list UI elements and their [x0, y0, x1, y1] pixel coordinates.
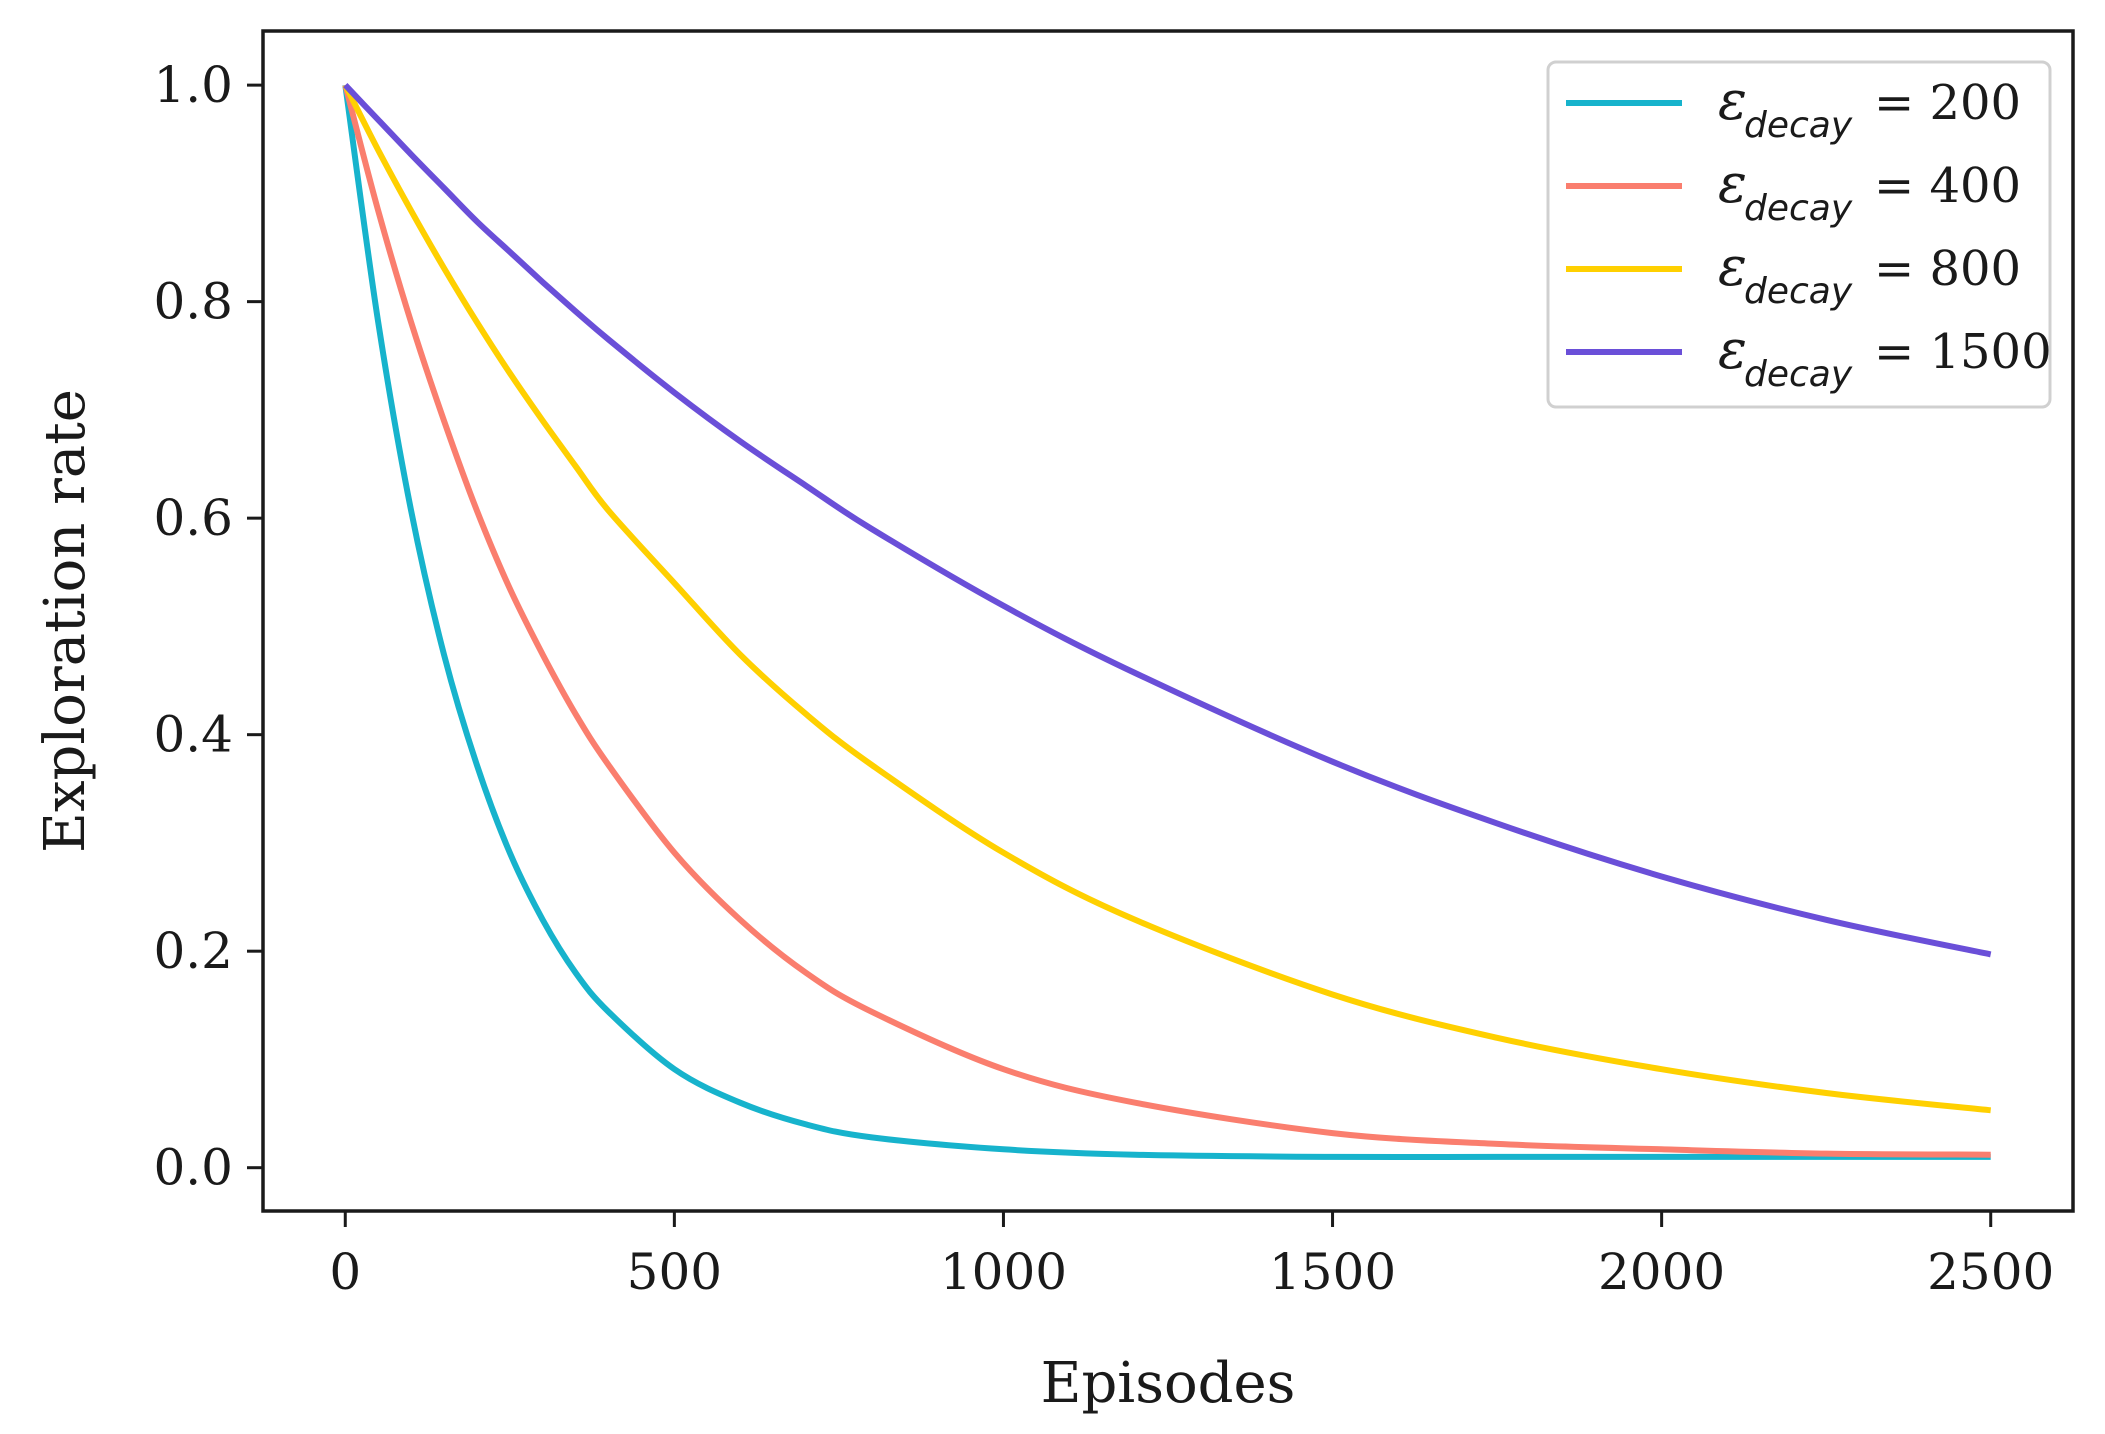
- y-tick-label: 0.4: [153, 706, 233, 764]
- x-tick-label: 1000: [940, 1243, 1067, 1301]
- x-tick-label: 1500: [1269, 1243, 1396, 1301]
- legend-epsilon: ε: [1718, 318, 1747, 381]
- x-tick-label: 2000: [1598, 1243, 1725, 1301]
- legend-frame: [1546, 60, 2052, 409]
- y-tick-label: 0.0: [153, 1139, 233, 1197]
- x-tick-label: 2500: [1927, 1243, 2054, 1301]
- x-tick-label: 0: [329, 1243, 361, 1301]
- y-axis-title: Exploration rate: [33, 389, 98, 853]
- legend-epsilon: ε: [1718, 69, 1747, 132]
- y-tick-label: 0.2: [153, 922, 233, 980]
- legend-value-0: = 200: [1874, 75, 2021, 131]
- series-line-3: [343, 83, 1992, 958]
- legend-subscript: decay: [1744, 271, 1853, 312]
- y-tick-label: 0.6: [153, 489, 233, 547]
- y-tick-label: 1.0: [153, 56, 233, 114]
- legend-subscript: decay: [1744, 354, 1853, 395]
- legend-value-1: = 400: [1874, 158, 2021, 214]
- series-line-2: [342, 83, 1992, 1114]
- y-axis-ticks: 0.0 0.2 0.4 0.6 0.8 1.0: [153, 56, 263, 1197]
- plot-frame: [261, 29, 2075, 1213]
- series-line-1: [342, 84, 1991, 1158]
- legend-epsilon: ε: [1718, 152, 1747, 215]
- x-axis-title: Episodes: [1041, 1351, 1296, 1416]
- legend-subscript: decay: [1744, 105, 1853, 146]
- legend-subscript: decay: [1744, 188, 1853, 229]
- legend-epsilon: ε: [1718, 235, 1747, 298]
- x-tick-label: 500: [627, 1243, 722, 1301]
- legend-value-3: = 1500: [1874, 324, 2052, 380]
- series-line-0: [342, 84, 1991, 1161]
- y-tick-label: 0.8: [153, 273, 233, 331]
- x-axis-ticks: 0 500 1000 1500 2000 2500: [329, 1211, 2054, 1301]
- series-layer: [342, 83, 1992, 1161]
- legend-value-2: = 800: [1874, 241, 2021, 297]
